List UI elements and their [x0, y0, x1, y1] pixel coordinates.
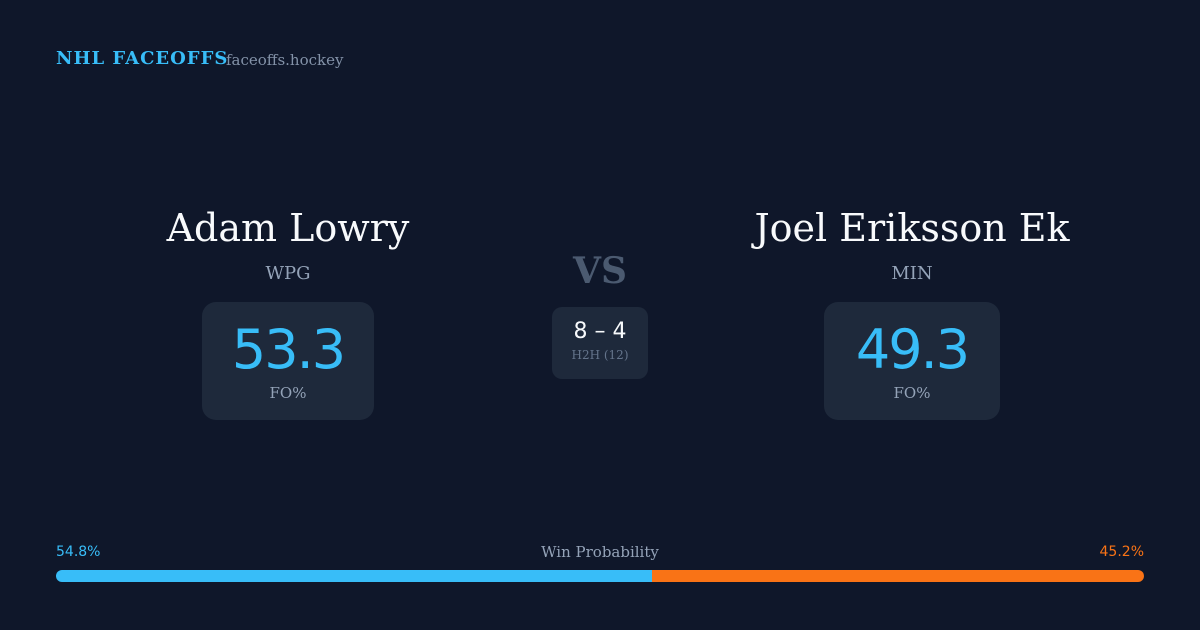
- win-prob-bar: [56, 570, 1144, 582]
- team: MIN: [891, 263, 933, 284]
- stat: 53.3: [231, 318, 346, 381]
- win-prob-right: 45.2%: [1099, 544, 1144, 560]
- brand: NHL FACEOFFS: [56, 48, 229, 69]
- h2h-score: 8 – 4: [573, 319, 627, 344]
- team: WPG: [265, 263, 311, 284]
- player-name: Adam Lowry: [166, 206, 410, 250]
- win-prob-left: 54.8%: [56, 544, 101, 560]
- site: faceoffs.hockey: [226, 51, 344, 69]
- stat: 49.3: [855, 318, 970, 381]
- stat-card: 53.3 FO%: [202, 302, 374, 420]
- h2h-card: 8 – 4 H2H (12): [552, 307, 648, 379]
- stat-card: 49.3 FO%: [824, 302, 1000, 420]
- vs: VS: [573, 250, 627, 292]
- h2h-caption: H2H (12): [571, 348, 629, 362]
- win-prob-segment: [652, 570, 1144, 582]
- stat-label: FO%: [893, 384, 931, 402]
- player-name: Joel Eriksson Ek: [754, 206, 1070, 250]
- win-prob-segment: [56, 570, 653, 582]
- stat-label: FO%: [269, 384, 307, 402]
- win-prob-title: Win Probability: [541, 543, 659, 561]
